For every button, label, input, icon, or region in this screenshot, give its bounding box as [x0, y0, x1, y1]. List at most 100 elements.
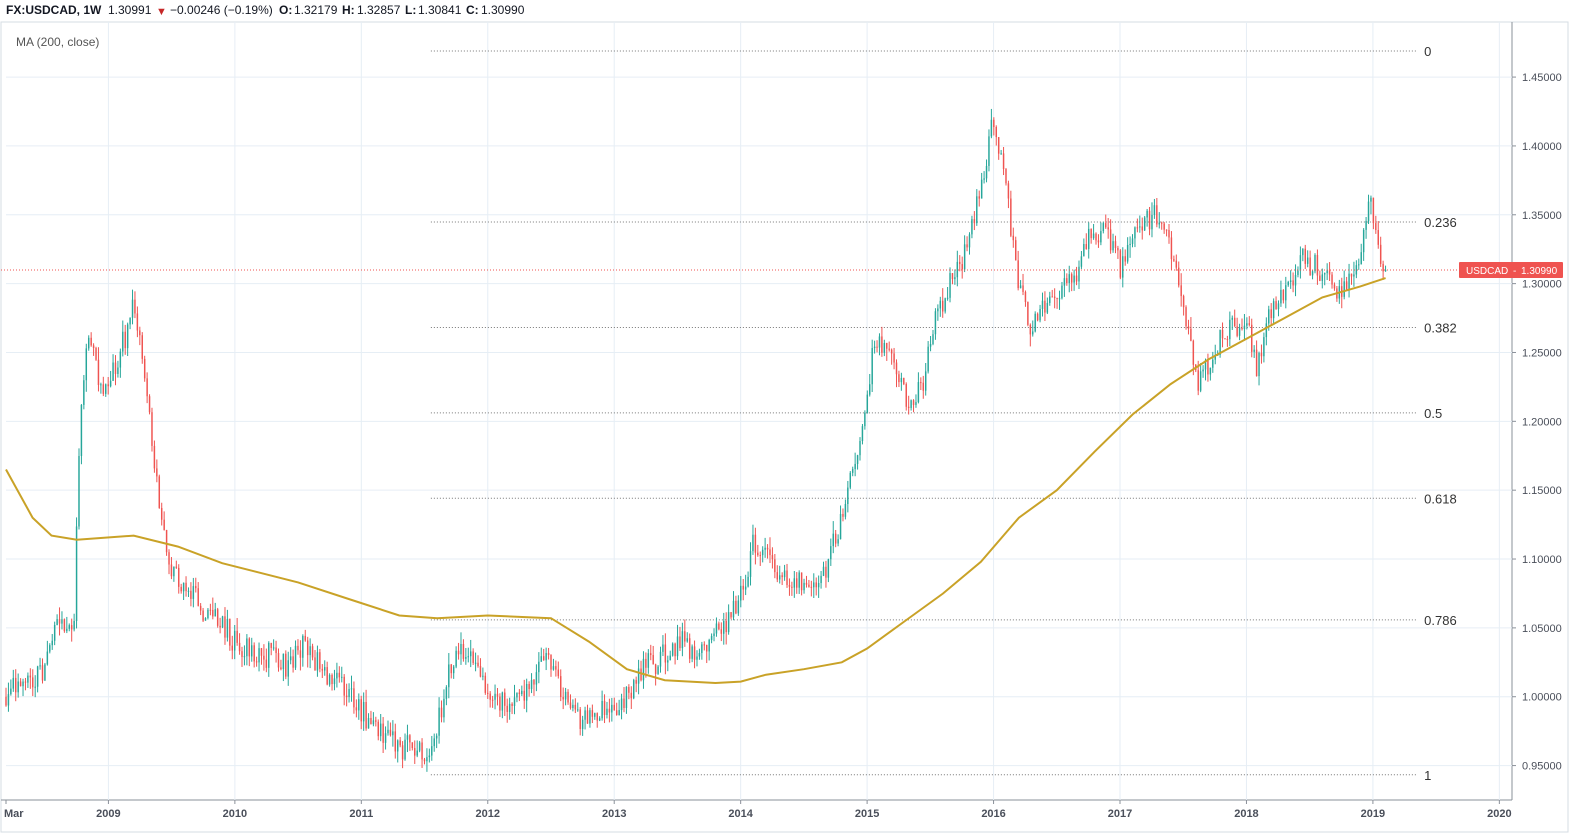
candle-body	[229, 618, 231, 646]
candle-body	[341, 676, 343, 678]
candle-body	[122, 331, 124, 352]
candle-body	[328, 674, 331, 685]
candle-body	[764, 547, 766, 550]
fibonacci-retracement[interactable]: 0 0.236 0.382 0.5 0.618 0.786 1	[430, 44, 1457, 783]
candle-body	[1114, 241, 1117, 248]
candle-body	[701, 644, 703, 654]
candle-body	[606, 708, 608, 715]
candle-body	[260, 648, 263, 656]
candle-body	[1333, 284, 1336, 289]
candle-body	[87, 337, 90, 349]
candle-body	[224, 616, 226, 638]
candle-body	[282, 653, 285, 670]
candle-body	[761, 549, 764, 556]
candle-body	[1139, 226, 1141, 228]
price-axis[interactable]: 0.95000 1.00000 1.05000 1.10000 1.15000 1.200…	[1512, 72, 1562, 773]
candle-body	[1226, 338, 1229, 340]
candle-body	[24, 681, 27, 683]
candle-body	[803, 582, 805, 591]
candle-body	[1304, 248, 1306, 264]
candle-body	[56, 619, 58, 626]
time-axis[interactable]: Mar 2009 2010 2011 2012 2013 2014 2015 2016 2017 2…	[4, 800, 1512, 820]
candle-body	[450, 664, 452, 674]
candle-body	[1231, 317, 1233, 320]
candle-body	[905, 384, 907, 407]
candle-body	[820, 575, 822, 584]
candle-body	[1117, 247, 1119, 251]
candle-body	[968, 234, 971, 248]
candle-body	[934, 311, 937, 335]
candle-body	[100, 384, 102, 386]
candle-body	[1314, 255, 1316, 272]
candle-body	[645, 658, 647, 668]
candle-body	[304, 635, 306, 641]
candle-body	[392, 731, 394, 736]
candle-body	[1241, 327, 1243, 330]
candle-body	[1277, 303, 1280, 310]
candle-body	[937, 308, 939, 312]
candle-body	[557, 669, 560, 677]
candle-body	[856, 455, 859, 464]
candle-body	[49, 645, 51, 652]
candle-body	[774, 559, 776, 573]
candle-body	[572, 704, 574, 709]
candle-body	[379, 723, 382, 737]
candle-body	[216, 609, 219, 626]
candle-body	[199, 605, 202, 611]
candle-body	[1058, 298, 1061, 300]
candle-body	[951, 273, 954, 280]
candle-body	[160, 507, 163, 520]
candle-body	[615, 710, 618, 715]
candle-body	[900, 377, 903, 383]
indicator-label[interactable]: MA (200, close)	[16, 35, 99, 49]
candle-body	[686, 638, 688, 642]
candle-body	[1379, 244, 1382, 264]
y-tick-label: 1.15000	[1522, 485, 1562, 497]
candle-body	[387, 729, 389, 734]
candle-body	[1289, 280, 1292, 283]
candle-body	[19, 681, 22, 687]
candle-body	[1126, 245, 1129, 262]
candle-body	[1311, 271, 1314, 276]
candle-body	[277, 653, 280, 668]
candle-body	[825, 566, 827, 578]
candle-body	[893, 353, 895, 363]
candle-body	[939, 300, 942, 309]
candle-body	[66, 628, 68, 632]
low-value: 1.30841	[418, 3, 462, 17]
candle-body	[311, 646, 314, 658]
candle-body	[1265, 323, 1268, 338]
candle-body	[126, 324, 129, 349]
candle-body	[102, 384, 105, 394]
candle-body	[511, 703, 513, 706]
candle-body	[530, 679, 533, 690]
candle-body	[358, 699, 360, 711]
candle-body	[861, 426, 864, 441]
candle-body	[1034, 313, 1036, 332]
symbol-label[interactable]: FX:USDCAD, 1W	[6, 3, 102, 17]
candle-body	[783, 570, 786, 578]
y-tick-label: 1.30000	[1522, 279, 1562, 291]
candle-body	[1275, 301, 1277, 310]
candle-body	[516, 692, 518, 698]
candle-body	[355, 707, 358, 711]
candle-body	[1282, 289, 1285, 301]
candle-body	[321, 668, 324, 671]
candle-body	[472, 651, 474, 663]
candle-body	[92, 345, 95, 348]
candle-body	[662, 644, 664, 652]
candle-body	[10, 688, 12, 695]
candle-body	[518, 692, 521, 695]
candle-body	[1005, 169, 1007, 184]
candle-body	[1051, 296, 1053, 298]
candle-body	[418, 742, 421, 751]
x-tick-label: 2011	[349, 808, 373, 820]
candle-body	[591, 710, 594, 717]
candle-body	[109, 380, 112, 387]
candle-body	[27, 675, 29, 683]
candle-body	[830, 546, 832, 560]
candle-body	[302, 635, 304, 658]
candle-body	[309, 646, 311, 656]
candle-body	[723, 621, 725, 634]
